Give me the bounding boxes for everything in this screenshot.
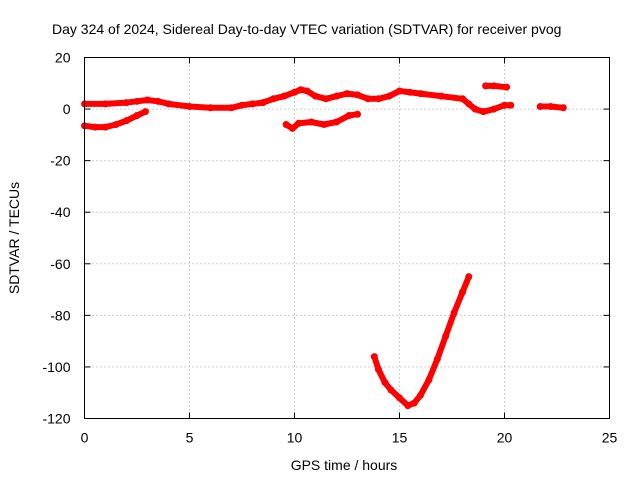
data-point bbox=[307, 118, 315, 126]
data-point bbox=[417, 90, 424, 98]
data-point bbox=[141, 108, 149, 116]
y-tick-label: -120 bbox=[42, 411, 70, 427]
x-tick-label: 15 bbox=[392, 430, 408, 446]
data-point bbox=[417, 391, 424, 399]
data-point bbox=[536, 102, 544, 110]
data-point bbox=[133, 112, 141, 120]
data-point bbox=[322, 95, 330, 103]
data-point bbox=[364, 95, 372, 103]
x-tick-label: 10 bbox=[287, 430, 303, 446]
data-point bbox=[438, 92, 445, 100]
data-point bbox=[425, 376, 433, 384]
y-tick-label: 0 bbox=[63, 101, 71, 117]
data-point bbox=[297, 86, 305, 94]
data-point bbox=[406, 88, 414, 96]
data-point bbox=[354, 91, 361, 99]
data-point bbox=[144, 96, 151, 104]
data-point bbox=[343, 90, 351, 98]
data-point bbox=[333, 92, 340, 100]
data-point bbox=[459, 95, 466, 103]
data-point bbox=[295, 119, 303, 127]
data-point bbox=[154, 97, 162, 105]
data-point bbox=[433, 355, 441, 363]
data-point bbox=[291, 88, 298, 96]
data-point bbox=[123, 99, 130, 107]
x-axis-label: GPS time / hours bbox=[291, 457, 398, 473]
data-point bbox=[482, 82, 490, 90]
data-point bbox=[133, 97, 141, 105]
y-tick-label: -80 bbox=[50, 307, 70, 323]
grid bbox=[84, 57, 610, 419]
x-tick-label: 25 bbox=[602, 430, 618, 446]
data-point bbox=[490, 105, 498, 113]
y-tick-label: -100 bbox=[42, 359, 70, 375]
data-point bbox=[354, 110, 361, 118]
data-point bbox=[559, 104, 567, 112]
data-point bbox=[503, 83, 511, 91]
chart-title: Day 324 of 2024, Sidereal Day-to-day VTE… bbox=[52, 21, 561, 37]
data-point bbox=[320, 121, 328, 129]
data-point bbox=[228, 104, 235, 112]
data-point bbox=[280, 92, 288, 100]
data-point bbox=[442, 332, 450, 340]
y-tick-label: 20 bbox=[55, 50, 71, 66]
x-tick-label: 0 bbox=[81, 430, 89, 446]
data-point bbox=[102, 100, 109, 108]
x-tick-label: 5 bbox=[186, 430, 194, 446]
data-point bbox=[259, 99, 267, 107]
data-point bbox=[410, 399, 418, 407]
y-tick-label: -40 bbox=[50, 204, 70, 220]
data-point bbox=[288, 124, 296, 132]
data-point bbox=[91, 123, 99, 131]
data-point bbox=[471, 105, 479, 113]
y-tick-label: -20 bbox=[50, 153, 70, 169]
data-point bbox=[381, 378, 389, 386]
data-point bbox=[112, 121, 120, 129]
data-point bbox=[375, 366, 382, 374]
data-point bbox=[459, 288, 466, 296]
data-point bbox=[404, 402, 412, 410]
data-point bbox=[385, 92, 393, 100]
data-point bbox=[480, 108, 487, 116]
x-tick-label: 20 bbox=[497, 430, 513, 446]
y-tick-label: -60 bbox=[50, 256, 70, 272]
data-point bbox=[396, 394, 403, 402]
data-point bbox=[450, 309, 458, 317]
data-point bbox=[207, 104, 214, 112]
data-point bbox=[547, 102, 555, 110]
data-point bbox=[123, 117, 130, 125]
data-point bbox=[396, 87, 403, 95]
data-point bbox=[333, 118, 340, 126]
data-point bbox=[102, 123, 109, 131]
plot-frame bbox=[84, 57, 610, 419]
data-point bbox=[465, 273, 473, 281]
data-point bbox=[303, 87, 311, 95]
data-point bbox=[507, 101, 515, 109]
data-point bbox=[312, 92, 319, 100]
data-point bbox=[490, 82, 498, 90]
data-point bbox=[345, 112, 353, 120]
series-layer bbox=[81, 82, 567, 410]
data-point bbox=[186, 102, 193, 110]
data-point bbox=[165, 100, 172, 108]
data-point bbox=[465, 100, 473, 108]
y-axis-label: SDTVAR / TECUs bbox=[6, 182, 22, 294]
data-point bbox=[375, 95, 382, 103]
data-point bbox=[282, 121, 290, 129]
data-point bbox=[270, 95, 277, 103]
axis-ticks: 0 5 10 15 20 25 -120 -100 -80 -60 -40 -20 0 20 bbox=[42, 50, 617, 446]
data-point bbox=[387, 386, 395, 394]
data-point bbox=[370, 353, 378, 361]
data-point bbox=[249, 100, 256, 108]
data-point bbox=[501, 101, 508, 109]
data-point bbox=[238, 101, 246, 109]
